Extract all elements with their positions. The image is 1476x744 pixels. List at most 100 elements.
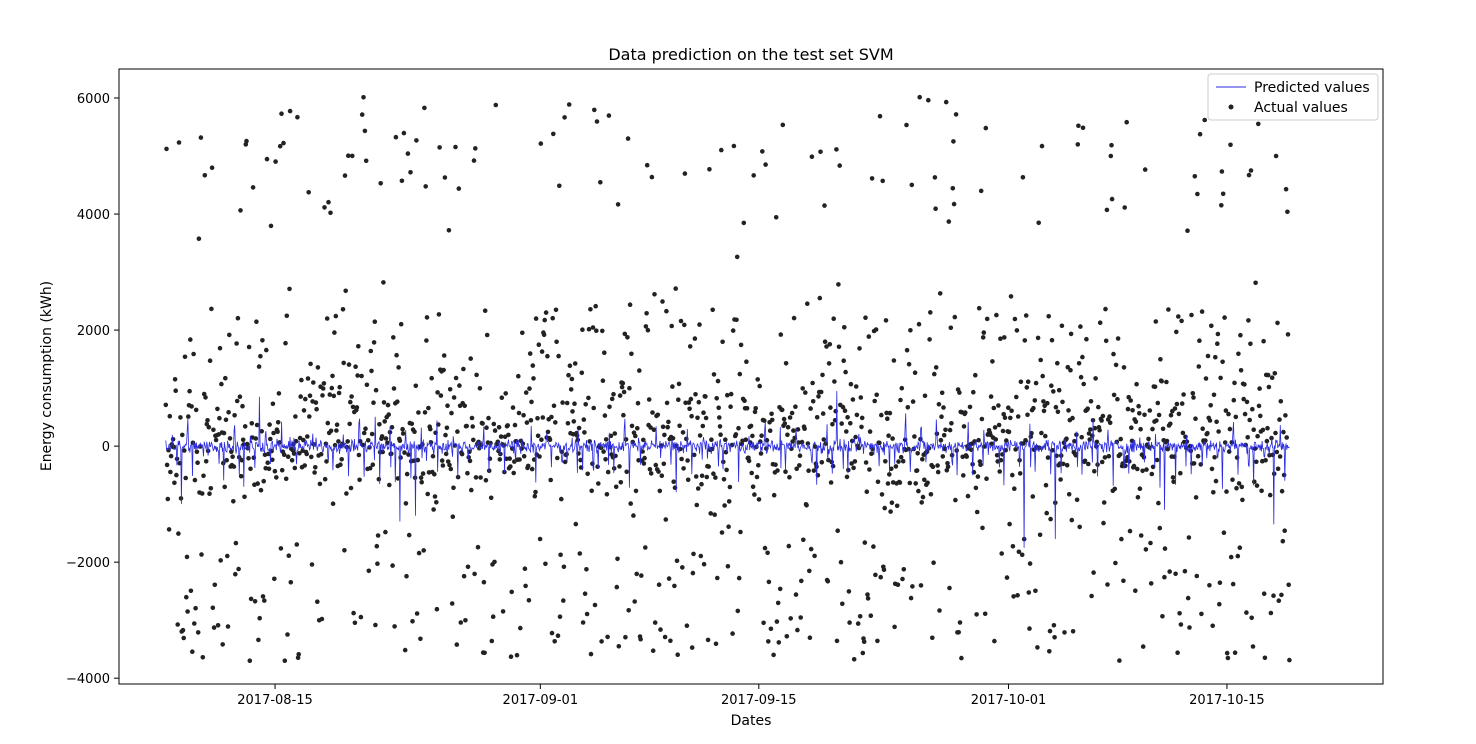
x-tick-label: 2017-09-15 (721, 693, 797, 708)
actual-value-point (691, 551, 696, 557)
actual-value-point (1142, 412, 1147, 418)
actual-value-point (174, 472, 179, 478)
actual-value-point (883, 459, 888, 464)
actual-value-point (1097, 427, 1102, 433)
actual-value-point (542, 317, 547, 323)
actual-value-point (973, 372, 978, 378)
actual-value-point (308, 361, 313, 367)
actual-value-point (421, 548, 427, 553)
actual-value-point (1261, 591, 1267, 596)
actual-value-point (711, 471, 716, 477)
actual-value-point (414, 138, 419, 143)
actual-value-point (849, 461, 854, 466)
actual-value-point (437, 145, 442, 150)
actual-value-point (886, 433, 891, 439)
actual-value-point (867, 429, 873, 434)
actual-value-point (799, 578, 804, 584)
actual-value-point (750, 433, 755, 439)
actual-value-point (567, 363, 573, 369)
actual-value-point (498, 434, 504, 439)
actual-value-point (312, 470, 317, 475)
actual-value-point (939, 414, 944, 420)
actual-value-point (482, 308, 488, 314)
actual-value-point (1027, 626, 1032, 631)
actual-value-point (1099, 418, 1104, 423)
actual-value-point (682, 322, 687, 328)
actual-value-point (1254, 483, 1260, 488)
actual-value-point (836, 344, 842, 350)
actual-value-point (756, 497, 762, 502)
actual-value-point (400, 431, 406, 436)
actual-value-point (1115, 336, 1121, 341)
actual-value-point (1155, 400, 1161, 406)
actual-value-point (1229, 440, 1235, 445)
actual-value-point (919, 500, 924, 505)
actual-value-point (908, 595, 914, 601)
actual-value-point (1107, 414, 1112, 419)
x-axis: 2017-08-15 2017-09-01 2017-09-15 2017-10-01… (237, 684, 1265, 708)
actual-value-point (401, 130, 407, 136)
actual-value-point (478, 475, 483, 480)
actual-value-point (1136, 403, 1141, 409)
actual-value-point (660, 424, 666, 430)
actual-value-point (320, 393, 325, 398)
actual-value-point (1055, 360, 1060, 366)
actual-value-point (537, 454, 542, 459)
actual-value-point (948, 325, 954, 331)
actual-value-point (1244, 610, 1249, 615)
actual-value-point (1211, 392, 1217, 398)
actual-value-point (775, 468, 780, 473)
actual-value-point (288, 580, 294, 585)
actual-value-point (439, 458, 445, 463)
actual-value-point (1283, 186, 1289, 192)
actual-value-point (379, 434, 385, 439)
actual-value-point (843, 369, 848, 375)
actual-value-point (800, 386, 805, 391)
actual-value-point (376, 476, 382, 482)
actual-value-point (910, 584, 915, 589)
actual-value-point (529, 466, 535, 472)
actual-value-point (869, 176, 875, 181)
actual-value-point (586, 326, 592, 332)
actual-value-point (1014, 394, 1019, 400)
legend-label-actual: Actual values (1254, 100, 1348, 116)
actual-value-point (192, 477, 198, 483)
actual-value-point (256, 637, 261, 643)
actual-value-point (208, 486, 214, 491)
actual-value-point (209, 165, 215, 170)
actual-value-point (678, 318, 684, 324)
actual-value-point (633, 488, 639, 494)
actual-value-point (536, 342, 542, 348)
actual-value-point (904, 122, 909, 128)
actual-value-point (592, 602, 598, 608)
actual-value-point (338, 462, 343, 468)
actual-value-point (497, 457, 503, 462)
actual-value-point (328, 210, 333, 216)
actual-value-point (789, 410, 795, 416)
actual-value-point (576, 425, 582, 431)
actual-value-point (1172, 406, 1178, 411)
actual-value-point (623, 634, 628, 640)
actual-value-point (1045, 400, 1050, 406)
actual-value-point (744, 359, 749, 365)
actual-value-point (559, 496, 564, 502)
actual-value-point (423, 184, 429, 189)
actual-value-point (810, 380, 815, 386)
actual-value-point (238, 208, 243, 213)
actual-value-point (557, 183, 562, 189)
actual-value-point (572, 361, 578, 366)
actual-value-point (430, 453, 436, 459)
actual-value-point (1011, 594, 1016, 599)
actual-value-point (221, 430, 227, 436)
actual-value-point (816, 394, 821, 399)
actual-value-point (361, 95, 366, 100)
actual-value-point (1052, 635, 1057, 640)
actual-value-point (734, 254, 740, 260)
actual-value-point (618, 480, 624, 485)
actual-value-point (857, 346, 862, 351)
actual-value-point (523, 583, 528, 589)
actual-value-point (166, 527, 172, 532)
actual-value-point (378, 181, 384, 186)
actual-value-point (644, 311, 649, 316)
